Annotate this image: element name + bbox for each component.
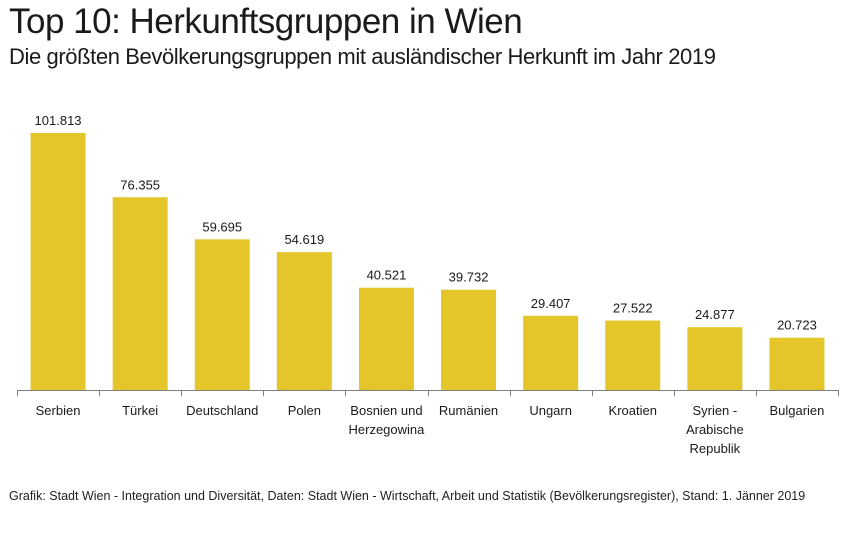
bar [276, 252, 332, 390]
chart-title: Top 10: Herkunftsgruppen in Wien [9, 2, 523, 41]
value-labels-layer: 101.813 76.355 59.695 54.619 40.521 39.732 29.… [35, 113, 817, 333]
value-label: 29.407 [531, 296, 571, 311]
x-tick-labels-layer: Serbien Türkei Deutschland Polen Bosnien und… [36, 403, 825, 456]
value-label: 59.695 [202, 219, 242, 234]
bar [523, 315, 579, 390]
x-tick-label: Syrien -Arabische Republik [686, 403, 744, 456]
x-tick-label: Deutschland [186, 403, 258, 418]
x-axis [17, 390, 839, 396]
bar [194, 239, 250, 390]
bar [769, 337, 825, 390]
x-tick-label: Bosnien und Herzegowina [349, 403, 426, 437]
bar-chart: 101.813 76.355 59.695 54.619 40.521 39.732 29.… [17, 113, 839, 456]
value-label: 27.522 [613, 301, 653, 316]
bar [30, 133, 86, 390]
value-label: 20.723 [777, 318, 817, 333]
value-label: 39.732 [449, 270, 489, 285]
x-tick-label: Türkei [122, 403, 158, 418]
source-note: Grafik: Stadt Wien - Integration und Div… [9, 489, 806, 503]
x-tick-label: Rumänien [439, 403, 498, 418]
x-tick-label: Ungarn [529, 403, 572, 418]
value-label: 40.521 [367, 268, 407, 283]
chart-subtitle: Die größten Bevölkerungsgruppen mit ausl… [9, 44, 716, 69]
bar [112, 197, 168, 390]
x-tick-label: Kroatien [609, 403, 657, 418]
value-label: 76.355 [120, 177, 160, 192]
value-label: 101.813 [35, 113, 82, 128]
bar [358, 287, 414, 390]
bars-layer [30, 133, 825, 390]
value-label: 54.619 [284, 232, 324, 247]
bar [441, 289, 497, 390]
bar [605, 320, 661, 390]
x-tick-label: Serbien [36, 403, 81, 418]
x-tick-label: Bulgarien [769, 403, 824, 418]
x-tick-label: Polen [288, 403, 321, 418]
value-label: 24.877 [695, 307, 735, 322]
bar [687, 327, 743, 390]
